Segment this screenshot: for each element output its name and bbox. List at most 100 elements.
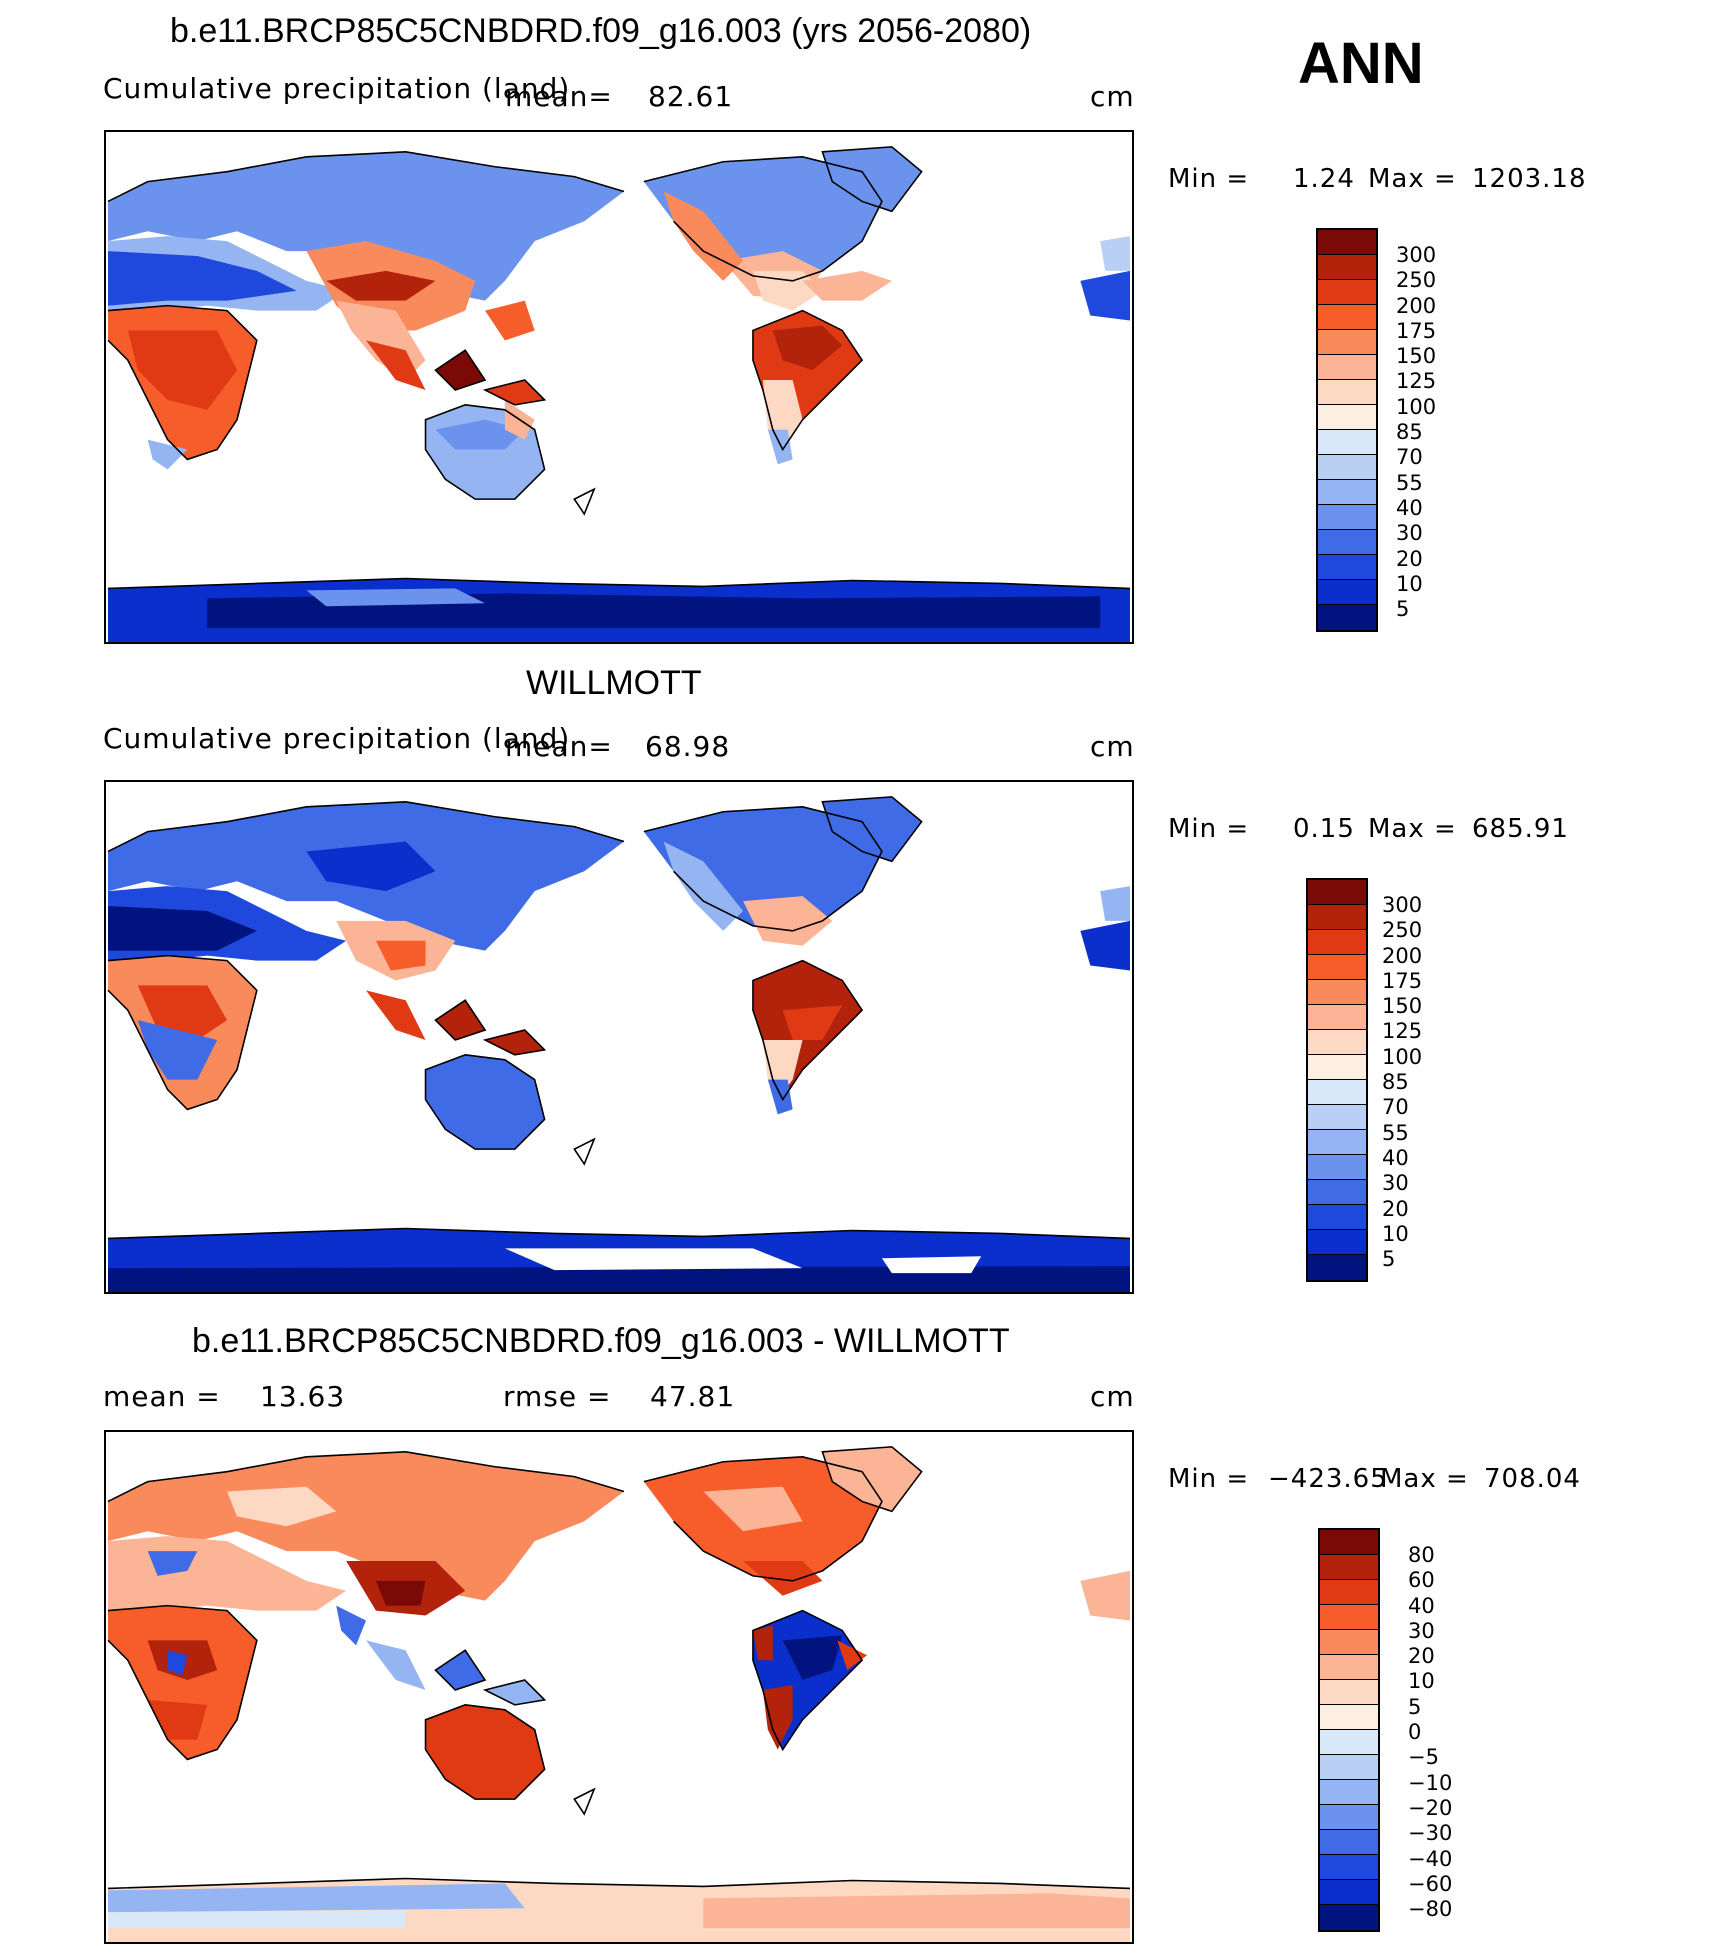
panel2-colorbar-segment [1308,1205,1366,1230]
panel1-colorbar-label: 55 [1396,470,1423,495]
panel2-colorbar-label: 100 [1382,1044,1423,1069]
panel1-colorbar-segment [1318,405,1376,430]
panel3-colorbar-segment [1320,1830,1378,1855]
panel1-min-value: 1.24 [1293,164,1355,194]
panel2-colorbar-segment [1308,1130,1366,1155]
panel2-colorbar-segment [1308,1105,1366,1130]
panel3-colorbar-segment [1320,1530,1378,1555]
panel2-colorbar-label: 300 [1382,893,1423,917]
panel3-min-label: Min = [1168,1464,1250,1494]
panel2-colorbar-segment [1308,980,1366,1005]
panel3-colorbar-segment [1320,1655,1378,1680]
panel1-colorbar-segment [1318,605,1376,630]
panel1-colorbar-segment [1318,505,1376,530]
panel1-max-value: 1203.18 [1472,164,1587,194]
panel3-land-fill [108,1446,1130,1942]
panel3-map [104,1430,1134,1944]
panel1-subtitle: Cumulative precipitation (land) [103,72,571,105]
panel2-colorbar-segment [1308,1030,1366,1055]
panel1-land-fill [108,146,1130,642]
panel2-min-value: 0.15 [1293,814,1355,844]
panel2-max-value: 685.91 [1472,814,1569,844]
panel3-colorbar-label: 30 [1408,1618,1435,1643]
panel3-min-value: −423.65 [1268,1464,1388,1494]
panel1-colorbar-label: 85 [1396,420,1423,445]
panel3-colorbar-label: −5 [1408,1745,1439,1770]
panel3-colorbar-segment [1320,1580,1378,1605]
panel3-colorbar-segment [1320,1555,1378,1580]
panel3-colorbar-label: 40 [1408,1593,1435,1618]
panel2-map-svg [107,796,1131,1292]
panel1-colorbar-segment [1318,455,1376,480]
panel1-colorbar-label: 125 [1396,369,1437,394]
panel2-colorbar-segment [1308,1080,1366,1105]
panel2-min-label: Min = [1168,814,1250,844]
panel2-colorbar-segment [1308,905,1366,930]
panel1-max-label: Max = [1368,164,1457,194]
panel3-colorbar-segment [1320,1605,1378,1630]
panel3-colorbar-segment [1320,1805,1378,1830]
panel2-colorbar-label: 150 [1382,994,1423,1019]
panel2-colorbar-label: 175 [1382,968,1423,993]
panel3-colorbar-label: −20 [1408,1795,1453,1820]
panel3-mean-value: 13.63 [260,1380,346,1413]
panel3-colorbar-segment [1320,1755,1378,1780]
panel1-colorbar-label: 5 [1396,597,1410,622]
panel3-title: b.e11.BRCP85C5CNBDRD.f09_g16.003 - WILLM… [192,1322,1010,1360]
panel2-colorbar-label: 40 [1382,1145,1409,1170]
panel1-colorbar-segment [1318,430,1376,455]
panel1-colorbar-segment [1318,330,1376,355]
panel3-colorbar-label: 10 [1408,1669,1435,1694]
panel3-colorbar-label: 5 [1408,1694,1422,1719]
panel3-colorbar-segment [1320,1730,1378,1755]
panel2-colorbar-label: 85 [1382,1070,1409,1095]
panel1-colorbar-label: 40 [1396,495,1423,520]
panel1-mean-label: mean= [505,80,613,113]
panel3-max-value: 708.04 [1484,1464,1581,1494]
panel3-colorbar-label: 20 [1408,1644,1435,1669]
panel3-colorbar-label: −40 [1408,1846,1453,1871]
panel2-colorbar-segment [1308,1180,1366,1205]
panel2-colorbar-segment [1308,1055,1366,1080]
panel2-colorbar-label: 200 [1382,943,1423,968]
panel2-colorbar-segment [1308,1155,1366,1180]
panel2-colorbar-segment [1308,1230,1366,1255]
panel3-max-label: Max = [1380,1464,1469,1494]
panel2-title: WILLMOTT [526,664,702,702]
panel1-colorbar-label: 20 [1396,546,1423,571]
panel1-colorbar-label: 300 [1396,243,1437,267]
panel3-colorbar-segment [1320,1705,1378,1730]
panel3-colorbar-label: −10 [1408,1770,1453,1795]
panel3-colorbar-segment [1320,1680,1378,1705]
panel1-colorbar-label: 150 [1396,344,1437,369]
panel2-colorbar-label: 20 [1382,1196,1409,1221]
panel2-colorbar-segment [1308,880,1366,905]
panel3-rmse-label: rmse = [503,1380,612,1413]
panel1-colorbar-labels: 300 250 200 175 150 125 100 85 70 55 40 30 20 10 5 [1396,243,1436,622]
panel3-map-svg [107,1446,1131,1942]
panel2-colorbar-segment [1308,955,1366,980]
panel3-colorbar-label: 80 [1408,1543,1435,1567]
panel1-colorbar-segment [1318,555,1376,580]
panel2-subtitle: Cumulative precipitation (land) [103,722,571,755]
panel3-mean-label: mean = [103,1380,221,1413]
panel1-title: b.e11.BRCP85C5CNBDRD.f09_g16.003 (yrs 20… [170,12,1032,50]
panel1-colorbar-label: 175 [1396,318,1437,343]
panel1-colorbar-segment [1318,580,1376,605]
panel1-colorbar-label: 30 [1396,521,1423,546]
panel1-colorbar-segment [1318,355,1376,380]
panel2-map [104,780,1134,1294]
panel1-colorbar-segment [1318,380,1376,405]
panel1-colorbar [1316,228,1378,632]
panel3-colorbar-labels: 80 60 40 30 20 10 5 0 −5 −10 −20 −30 −40 −60 −80 [1408,1543,1452,1922]
panel2-mean-label: mean= [505,730,613,763]
panel1-map [104,130,1134,644]
panel1-colorbar-segment [1318,280,1376,305]
panel2-colorbar [1306,878,1368,1282]
panel3-colorbar-segment [1320,1880,1378,1905]
panel2-colorbar-label: 250 [1382,918,1423,943]
panel2-colorbar-labels: 300 250 200 175 150 125 100 85 70 55 40 30 20 10 5 [1382,893,1422,1272]
panel1-mean-value: 82.61 [648,80,734,113]
panel2-colorbar-label: 5 [1382,1247,1396,1272]
panel2-colorbar-segment [1308,930,1366,955]
